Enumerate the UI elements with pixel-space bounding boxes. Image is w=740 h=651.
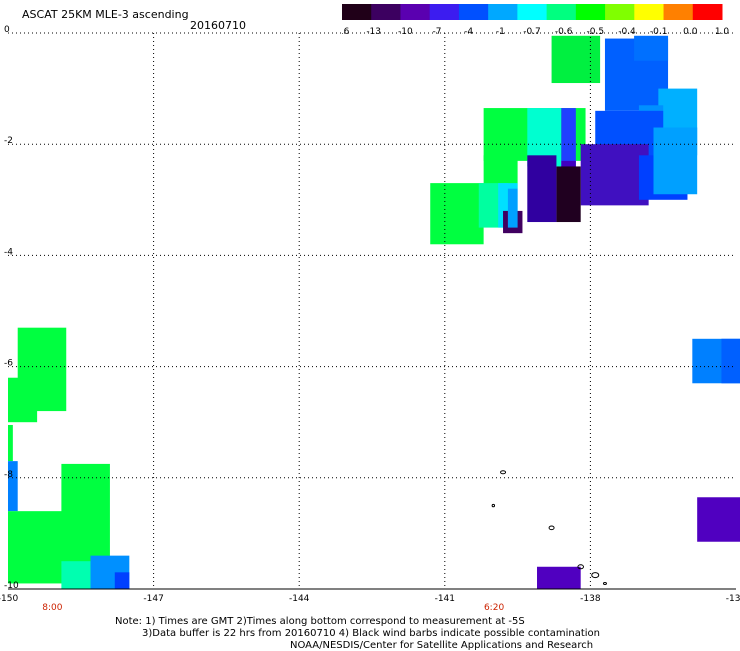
map-title: ASCAT 25KM MLE-3 ascending <box>22 8 189 21</box>
x-tick-label: -141 <box>435 594 455 604</box>
colorbar-swatch <box>634 4 665 20</box>
colorbar-label: 1.0 <box>715 27 730 36</box>
colorbar-swatch <box>458 4 489 20</box>
x-tick-label: -135 <box>726 594 740 604</box>
colorbar-swatch <box>517 4 548 20</box>
y-tick-label: -10 <box>4 581 19 591</box>
colorbar-label: -7 <box>433 27 442 36</box>
wind-data-cell <box>114 572 130 589</box>
island-outline <box>602 581 607 585</box>
island-outline <box>500 470 507 475</box>
wind-data-cell <box>8 377 38 423</box>
colorbar-swatch <box>400 4 431 20</box>
map-date: 20160710 <box>190 19 246 32</box>
wind-data-cell <box>8 461 18 512</box>
wind-data-cell <box>8 424 13 462</box>
colorbar-swatch <box>546 4 577 20</box>
y-tick-label: -6 <box>4 359 13 369</box>
y-tick-label: -2 <box>4 136 13 146</box>
wind-data-cell <box>8 511 67 584</box>
colorbar-label: -16 <box>342 27 350 36</box>
wind-data-cell <box>580 144 649 206</box>
colorbar-label: -13 <box>366 27 381 36</box>
colorbar-swatch <box>371 4 401 20</box>
wind-data-cell <box>537 566 581 589</box>
colorbar-swatch <box>429 4 460 20</box>
island-outline <box>577 564 584 570</box>
island-outline <box>591 572 600 579</box>
map-plot: -150 -147 -144 -141 -138 -135 0 -2 -4 -6 -8 -10 8:00… <box>0 25 740 613</box>
x-tick-label: -150 <box>0 594 18 604</box>
island-outline <box>491 503 496 508</box>
time-label: 6:20 <box>484 603 504 613</box>
colorbar-swatch <box>663 4 694 20</box>
y-tick-label: -8 <box>4 470 13 480</box>
x-tick-label: -144 <box>289 594 310 604</box>
y-tick-label: 0 <box>4 25 10 35</box>
colorbar: -16 -13 -10 -7 -4 -1 -0.7 -0.6 -0.5 -0.4 -0.1 0.0 1.… <box>342 4 730 36</box>
wind-data-cell <box>551 35 601 84</box>
wind-data-cell <box>507 188 518 228</box>
y-tick-label: -4 <box>4 247 13 257</box>
wind-data-cell <box>721 338 740 384</box>
colorbar-label: -10 <box>398 27 413 36</box>
colorbar-swatch <box>488 4 518 20</box>
wind-data-cell <box>556 166 581 223</box>
x-tick-label: -138 <box>580 594 601 604</box>
colorbar-swatch <box>575 4 606 20</box>
colorbar-label: -4 <box>464 27 473 36</box>
colorbar-swatch <box>342 4 372 20</box>
note-line-1: Note: 1) Times are GMT 2)Times along bot… <box>115 616 525 627</box>
wind-data-cell <box>61 463 110 567</box>
note-line-3: NOAA/NESDIS/Center for Satellite Applica… <box>290 640 594 651</box>
wind-data-cell <box>561 108 576 178</box>
wind-data-cell <box>61 561 91 589</box>
colorbar-swatch <box>605 4 635 20</box>
colorbar-label: -0.7 <box>523 27 541 36</box>
colorbar-label: -0.5 <box>587 27 605 36</box>
colorbar-label: -0.6 <box>555 27 573 36</box>
wind-data-cell <box>527 155 557 223</box>
wind-data-cell <box>430 183 484 245</box>
colorbar-label: -0.1 <box>650 27 668 36</box>
colorbar-label: 0.0 <box>683 27 698 36</box>
wind-data-cell <box>653 127 698 195</box>
wind-data-cell <box>697 497 740 542</box>
colorbar-label: -1 <box>496 27 505 36</box>
colorbar-swatch <box>692 4 723 20</box>
x-tick-label: -147 <box>143 594 163 604</box>
island-outline <box>548 525 555 531</box>
wind-data-cell <box>634 35 669 61</box>
time-label: 8:00 <box>42 603 62 613</box>
note-line-2: 3)Data buffer is 22 hrs from 20160710 4)… <box>142 628 600 639</box>
colorbar-label: -0.4 <box>618 27 636 36</box>
